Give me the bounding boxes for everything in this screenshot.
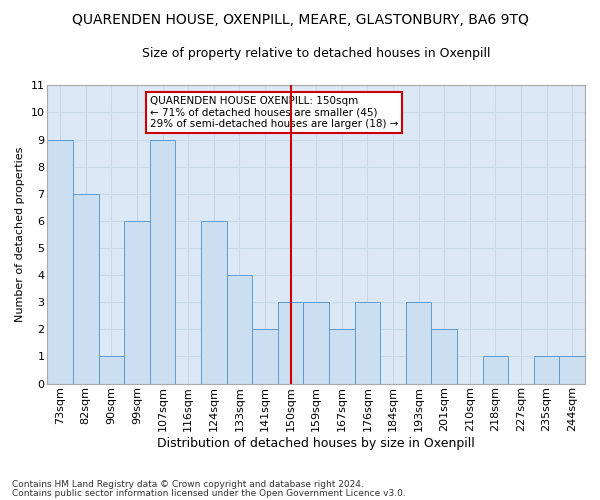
Bar	[252, 330, 278, 384]
Bar	[98, 356, 124, 384]
Bar	[227, 275, 252, 384]
Text: QUARENDEN HOUSE, OXENPILL, MEARE, GLASTONBURY, BA6 9TQ: QUARENDEN HOUSE, OXENPILL, MEARE, GLASTO…	[71, 12, 529, 26]
Bar	[355, 302, 380, 384]
Bar	[559, 356, 585, 384]
Bar	[278, 302, 304, 384]
Bar	[73, 194, 98, 384]
Text: Contains public sector information licensed under the Open Government Licence v3: Contains public sector information licen…	[12, 489, 406, 498]
Bar	[150, 140, 175, 384]
Text: Contains HM Land Registry data © Crown copyright and database right 2024.: Contains HM Land Registry data © Crown c…	[12, 480, 364, 489]
Title: Size of property relative to detached houses in Oxenpill: Size of property relative to detached ho…	[142, 48, 490, 60]
Bar	[47, 140, 73, 384]
Bar	[201, 221, 227, 384]
Bar	[482, 356, 508, 384]
Bar	[329, 330, 355, 384]
Y-axis label: Number of detached properties: Number of detached properties	[15, 146, 25, 322]
Bar	[431, 330, 457, 384]
Bar	[534, 356, 559, 384]
Text: QUARENDEN HOUSE OXENPILL: 150sqm
← 71% of detached houses are smaller (45)
29% o: QUARENDEN HOUSE OXENPILL: 150sqm ← 71% o…	[150, 96, 398, 130]
Bar	[124, 221, 150, 384]
X-axis label: Distribution of detached houses by size in Oxenpill: Distribution of detached houses by size …	[157, 437, 475, 450]
Bar	[304, 302, 329, 384]
Bar	[406, 302, 431, 384]
